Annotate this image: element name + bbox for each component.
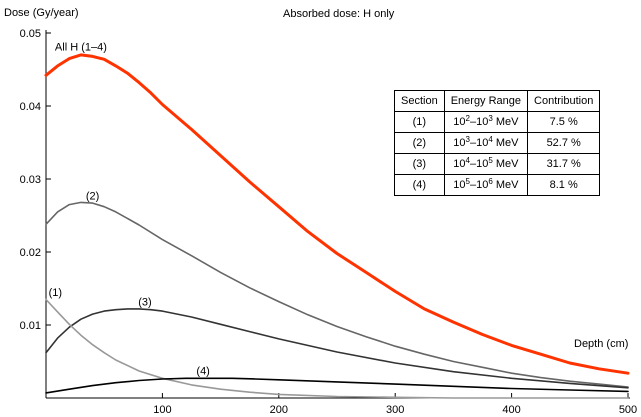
- range-unit: MeV: [495, 137, 519, 149]
- y-tick-label: 0.03: [20, 174, 41, 186]
- x-tick-label: 300: [386, 404, 404, 416]
- y-tick-label: 0.05: [20, 28, 41, 40]
- x-tick-label: 200: [270, 404, 288, 416]
- range-to-exp: 6: [488, 177, 493, 186]
- series-annotation: (4): [196, 366, 209, 378]
- range-to-exp: 4: [488, 135, 493, 144]
- series-line-3: [45, 308, 629, 389]
- range-from-exp: 4: [465, 156, 470, 165]
- energy-range-table: Section Energy Range Contribution (1) 10…: [394, 90, 601, 196]
- range-separator: –: [469, 179, 477, 191]
- range-from-exp: 3: [465, 135, 470, 144]
- table-row: (1) 102–103 MeV 7.5 %: [394, 111, 601, 133]
- series-line-1: [44, 53, 630, 375]
- range-separator: –: [469, 137, 477, 149]
- y-tick-label: 0.02: [20, 247, 41, 259]
- range-to-exp: 5: [488, 156, 493, 165]
- table-header-row: Section Energy Range Contribution: [394, 90, 601, 112]
- series-line-5: [45, 377, 629, 394]
- series-annotation: (1): [49, 287, 62, 299]
- range-unit: MeV: [495, 179, 519, 191]
- table-row: (4) 105–106 MeV 8.1 %: [394, 174, 601, 196]
- contribution-cell: 7.5 %: [527, 111, 601, 133]
- table-row: (2) 103–104 MeV 52.7 %: [394, 132, 601, 154]
- range-separator: –: [469, 116, 477, 128]
- x-tick-label: 100: [153, 404, 171, 416]
- energy-range-cell: 102–103 MeV: [443, 111, 529, 133]
- series-annotation: (2): [86, 190, 99, 202]
- range-from-base: 10: [453, 137, 466, 149]
- axes: 0.01 0.02 0.03 0.04 0.05 100 200 300 400 500: [20, 28, 638, 416]
- section-cell: (4): [394, 174, 445, 196]
- section-cell: (3): [394, 153, 445, 175]
- range-to-base: 10: [476, 116, 489, 128]
- energy-range-cell: 104–105 MeV: [443, 153, 529, 175]
- range-from-base: 10: [453, 116, 466, 128]
- range-from-base: 10: [453, 179, 466, 191]
- y-axis-label: Dose (Gy/year): [4, 7, 79, 19]
- range-to-base: 10: [476, 179, 489, 191]
- header-contribution: Contribution: [527, 90, 601, 112]
- series-annotation: All H (1–4): [55, 42, 107, 54]
- header-energy-range: Energy Range: [443, 90, 529, 112]
- x-tick-label: 500: [619, 404, 637, 416]
- x-tick-label: 400: [502, 404, 520, 416]
- annotation-layer: All H (1–4) (2) (3) (1) (4): [49, 42, 210, 378]
- range-unit: MeV: [495, 116, 519, 128]
- series-line-4: [45, 298, 629, 399]
- range-to-base: 10: [476, 158, 489, 170]
- range-unit: MeV: [495, 158, 519, 170]
- range-from-base: 10: [453, 158, 466, 170]
- x-axis-label: Depth (cm): [574, 338, 628, 350]
- section-cell: (1): [394, 111, 445, 133]
- range-to-base: 10: [476, 137, 489, 149]
- contribution-cell: 8.1 %: [527, 174, 601, 196]
- chart-title: Absorbed dose: H only: [283, 8, 395, 20]
- section-cell: (2): [394, 132, 445, 154]
- contribution-cell: 31.7 %: [527, 153, 601, 175]
- series-annotation: (3): [138, 296, 151, 308]
- range-from-exp: 2: [465, 114, 470, 123]
- series-line-2: [45, 201, 629, 388]
- y-tick-label: 0.04: [20, 101, 41, 113]
- range-separator: –: [469, 158, 477, 170]
- energy-range-cell: 105–106 MeV: [443, 174, 529, 196]
- range-to-exp: 3: [488, 114, 493, 123]
- table-row: (3) 104–105 MeV 31.7 %: [394, 153, 601, 175]
- header-section: Section: [394, 90, 445, 112]
- y-tick-label: 0.01: [20, 320, 41, 332]
- series-layer: [44, 53, 630, 399]
- energy-range-cell: 103–104 MeV: [443, 132, 529, 154]
- contribution-cell: 52.7 %: [527, 132, 601, 154]
- range-from-exp: 5: [465, 177, 470, 186]
